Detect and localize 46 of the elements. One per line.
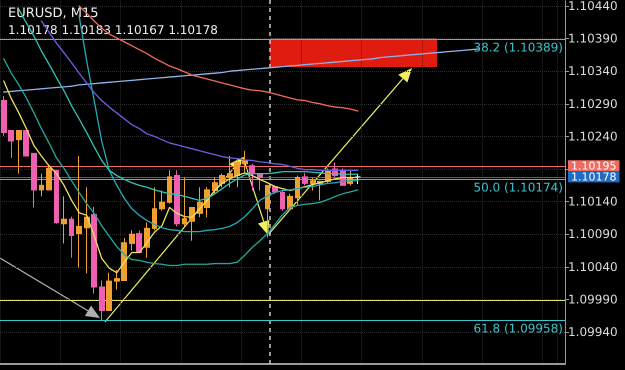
candlestick bbox=[174, 170, 180, 227]
candlestick bbox=[76, 155, 82, 268]
candlestick bbox=[106, 272, 112, 312]
y-tick-label: 1.09990 bbox=[568, 292, 618, 306]
candlestick bbox=[249, 163, 255, 192]
candlestick bbox=[39, 173, 44, 197]
candlestick bbox=[46, 165, 52, 190]
y-tick-label: 1.10290 bbox=[568, 96, 618, 111]
candlestick bbox=[287, 193, 293, 212]
y-tick-label: 1.10090 bbox=[568, 227, 618, 242]
candlestick bbox=[23, 130, 29, 156]
candlestick bbox=[91, 206, 97, 294]
candlestick bbox=[84, 186, 90, 274]
y-tick-label: 1.10440 bbox=[568, 0, 618, 13]
y-tick-label: 1.10390 bbox=[568, 32, 618, 46]
candlestick bbox=[159, 190, 165, 212]
candlestick bbox=[182, 177, 187, 227]
y-tick-label: 1.10040 bbox=[568, 260, 618, 274]
candlestick bbox=[257, 173, 263, 192]
candlestick bbox=[54, 170, 59, 224]
ref-line-label: 1.10178 bbox=[571, 170, 616, 184]
candlestick bbox=[295, 175, 300, 206]
ref-line-label: 50.0 (1.10174) bbox=[473, 180, 563, 194]
candlestick bbox=[31, 152, 37, 208]
y-tick-label: 1.10240 bbox=[568, 129, 618, 144]
candlestick bbox=[189, 206, 195, 242]
candlestick bbox=[61, 196, 67, 244]
candlestick bbox=[302, 172, 308, 186]
candlestick bbox=[129, 230, 135, 252]
candlestick bbox=[265, 184, 270, 238]
candlestick bbox=[355, 173, 361, 185]
candlestick bbox=[136, 230, 142, 254]
y-tick-label: 1.10140 bbox=[568, 194, 618, 209]
ref-line-label: 1.10195 bbox=[571, 159, 616, 172]
candlestick bbox=[167, 170, 172, 204]
candlestick bbox=[69, 216, 74, 258]
ref-line-label: 38.2 (1.10389) bbox=[473, 40, 563, 54]
ref-line-label: 61.8 (1.09958) bbox=[473, 321, 563, 336]
candlestick bbox=[144, 222, 150, 258]
candlestick bbox=[280, 190, 285, 212]
candlestick bbox=[16, 130, 22, 174]
y-tick-label: 1.09940 bbox=[568, 325, 618, 340]
y-tick-label: 1.10340 bbox=[568, 64, 618, 78]
candlestick bbox=[152, 186, 157, 231]
candlestick bbox=[99, 280, 105, 321]
candlestick bbox=[242, 150, 248, 174]
